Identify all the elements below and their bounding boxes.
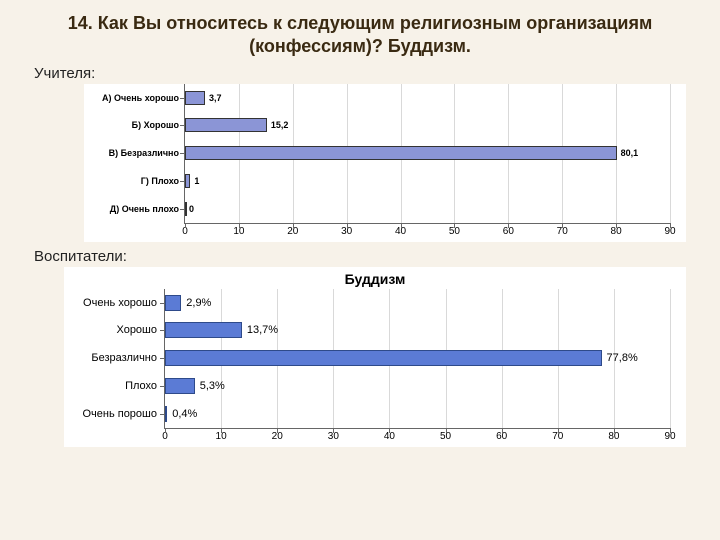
chart-teachers: 0102030405060708090А) Очень хорошо3,7Б) … [84,84,686,242]
category-label: Очень порошо [82,408,165,420]
value-label: 2,9% [181,297,211,309]
category-label: Д) Очень плохо [110,204,185,214]
chart-educators-title: Буддизм [64,267,686,289]
group-label-educators: Воспитатели: [34,248,696,265]
chart-educators-plot: 0102030405060708090Очень хорошо2,9%Хорош… [164,289,670,429]
value-label: 0 [185,204,194,214]
page-title: 14. Как Вы относитесь к следующим религи… [24,12,696,59]
value-label: 77,8% [602,352,638,364]
value-label: 0,4% [167,408,197,420]
category-label: В) Безразлично [109,148,185,158]
bar [185,146,617,160]
bar [165,350,602,366]
category-label: Хорошо [116,324,165,336]
bar [165,322,242,338]
chart-educators: Буддизм 0102030405060708090Очень хорошо2… [64,267,686,447]
category-label: Плохо [125,380,165,392]
category-label: Б) Хорошо [132,120,185,130]
category-label: Очень хорошо [83,297,165,309]
value-label: 5,3% [195,380,225,392]
value-label: 1 [190,176,199,186]
bar [185,118,267,132]
group-label-teachers: Учителя: [34,65,696,82]
bar [165,295,181,311]
bar [185,91,205,105]
value-label: 3,7 [205,93,222,103]
chart-teachers-plot: 0102030405060708090А) Очень хорошо3,7Б) … [184,84,670,224]
value-label: 80,1 [617,148,639,158]
category-label: Безразлично [91,352,165,364]
bar [165,378,195,394]
category-label: Г) Плохо [141,176,185,186]
value-label: 15,2 [267,120,289,130]
category-label: А) Очень хорошо [102,93,185,103]
value-label: 13,7% [242,324,278,336]
